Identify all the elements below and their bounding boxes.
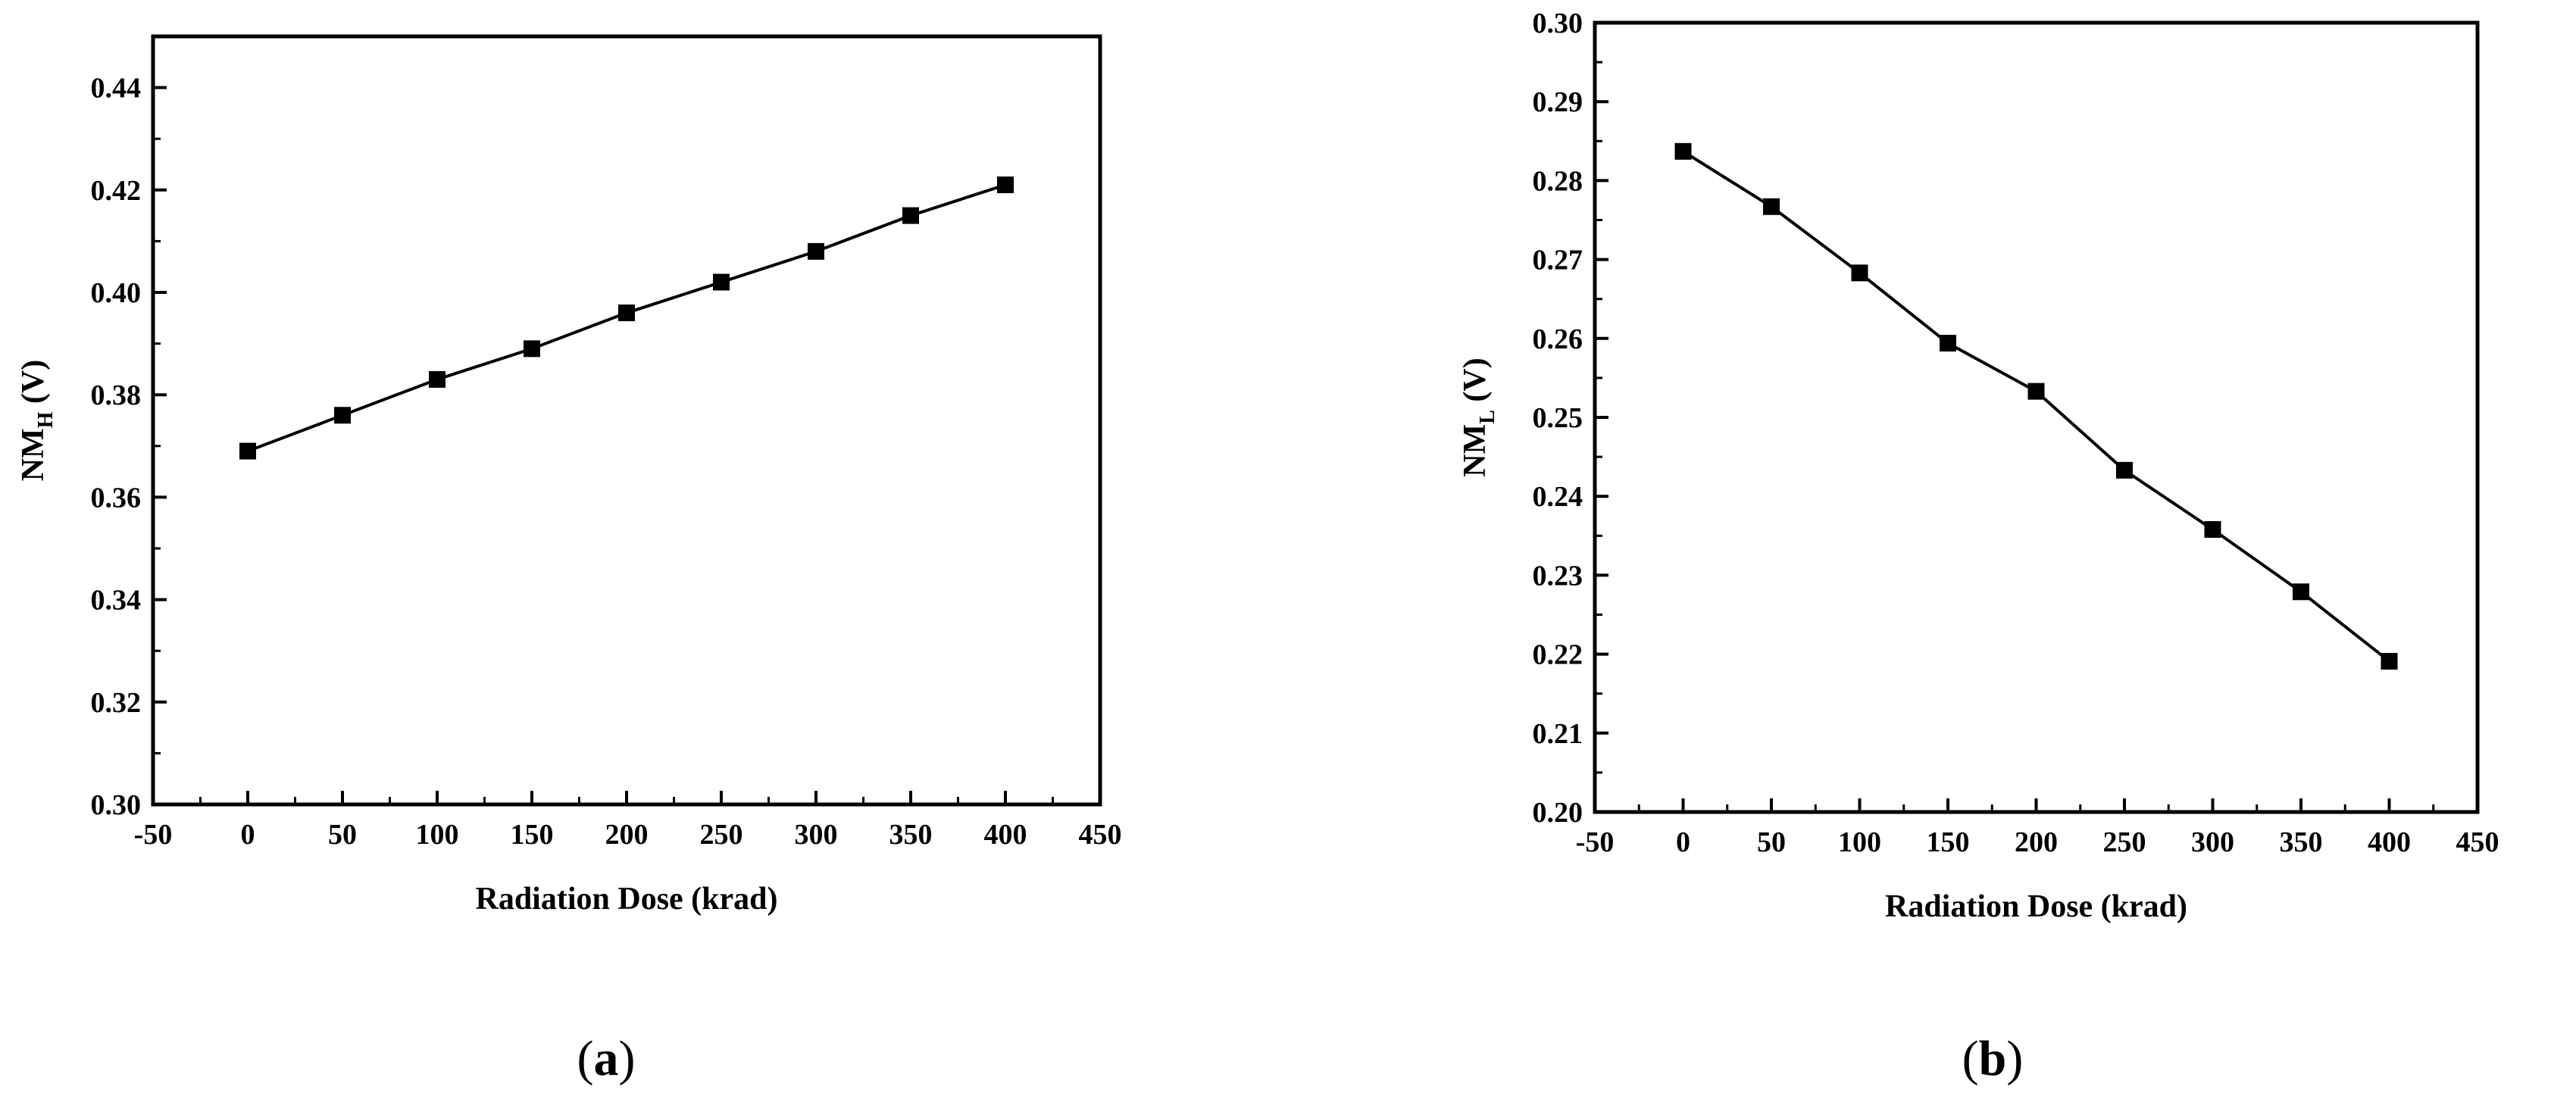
y-tick-label: 0.42 <box>91 175 142 207</box>
y-tick-label: 0.38 <box>91 379 142 411</box>
y-tick-label: 0.27 <box>1533 245 1583 276</box>
data-point <box>239 442 256 460</box>
y-axis-title-unit: (V) <box>1458 358 1493 410</box>
y-axis-title-subscript: H <box>34 411 58 428</box>
y-tick-label: 0.22 <box>1533 639 1583 671</box>
x-tick-label: 250 <box>700 819 743 851</box>
data-point <box>902 207 919 224</box>
y-tick-label: 0.25 <box>1533 402 1583 434</box>
data-point <box>2381 652 2398 670</box>
data-point <box>429 370 445 388</box>
x-tick-label: 250 <box>2103 826 2146 858</box>
x-tick-label: 100 <box>416 819 459 851</box>
data-point <box>808 242 824 260</box>
y-tick-label: 0.26 <box>1533 323 1583 355</box>
data-point <box>997 176 1014 194</box>
x-axis-title: Radiation Dose (krad) <box>1885 889 2187 924</box>
y-tick-label: 0.30 <box>1533 8 1583 39</box>
chart-b: -50 0 50 100 150 200 250 300 350 400 450 0.20 0.21 0.… <box>1458 8 2499 924</box>
y-tick-label: 0.21 <box>1533 718 1583 750</box>
x-tick-label: 350 <box>889 819 933 851</box>
y-axis-title: NML (V) <box>1458 358 1499 476</box>
x-tick-label: 0 <box>241 819 255 851</box>
data-point <box>1674 142 1692 160</box>
data-point <box>1940 335 1956 352</box>
x-tick-label: 200 <box>2015 826 2058 858</box>
plot-frame <box>151 34 1102 807</box>
y-tick-label: 0.24 <box>1533 481 1583 513</box>
panel-label-a: (a) <box>577 1031 636 1086</box>
x-tick-label: 350 <box>2280 826 2323 858</box>
x-tick-label: 100 <box>1838 826 1881 858</box>
data-point <box>2027 383 2045 400</box>
data-point <box>334 407 351 424</box>
x-tick-label: 200 <box>605 819 649 851</box>
x-axis-title: Radiation Dose (krad) <box>475 882 777 917</box>
data-point <box>713 273 730 291</box>
data-point <box>524 340 540 358</box>
x-tick-label: -50 <box>134 819 173 851</box>
x-tick-label: 450 <box>2456 826 2499 858</box>
y-tick-label: 0.28 <box>1533 165 1583 197</box>
y-tick-label: 0.36 <box>91 482 142 514</box>
y-tick-label: 0.29 <box>1533 86 1583 118</box>
y-axis-title-main: NM <box>16 428 51 481</box>
y-tick-label: 0.30 <box>91 789 142 821</box>
x-tick-label: 300 <box>795 819 838 851</box>
data-point <box>2116 461 2133 479</box>
x-tick-label: 0 <box>1676 826 1690 858</box>
y-axis-title-subscript: L <box>1476 410 1499 424</box>
y-tick-label: 0.20 <box>1533 797 1583 829</box>
x-tick-label: 300 <box>2191 826 2234 858</box>
x-tick-label: -50 <box>1576 826 1615 858</box>
chart-a: -50 0 50 100 150 200 250 300 350 400 450 0.30 0.32 0.… <box>16 34 1122 917</box>
data-point <box>2293 583 2309 601</box>
y-tick-label: 0.44 <box>91 73 142 105</box>
y-tick-label: 0.40 <box>91 277 142 309</box>
x-tick-label: 150 <box>1927 826 1970 858</box>
x-tick-label: 50 <box>1757 826 1786 858</box>
data-point <box>2204 520 2221 538</box>
y-axis-title-unit: (V) <box>16 360 51 412</box>
y-tick-label: 0.34 <box>91 585 142 617</box>
y-axis-title: NMH (V) <box>16 360 58 482</box>
x-tick-label: 400 <box>2368 826 2411 858</box>
y-tick-label: 0.32 <box>91 687 142 719</box>
x-tick-label: 450 <box>1079 819 1122 851</box>
y-tick-label: 0.23 <box>1533 560 1583 592</box>
series-line <box>1682 150 2390 663</box>
data-point <box>1763 198 1780 215</box>
panel-label-b: (b) <box>1962 1031 2024 1086</box>
x-tick-label: 50 <box>328 819 357 851</box>
y-axis-title-main: NM <box>1458 424 1493 477</box>
data-point <box>1851 264 1868 282</box>
data-point <box>618 305 635 322</box>
x-tick-label: 400 <box>984 819 1027 851</box>
x-tick-label: 150 <box>511 819 554 851</box>
plot-frame <box>1593 20 2480 814</box>
